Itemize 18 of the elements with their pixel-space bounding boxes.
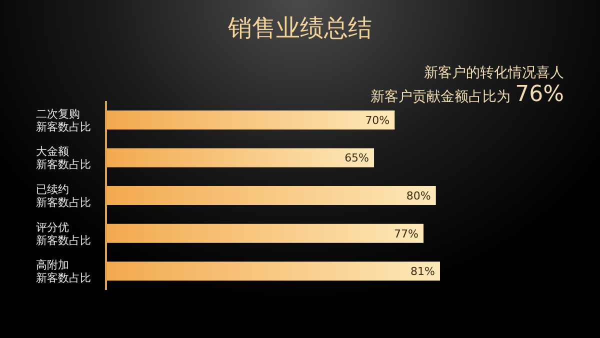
y-tick-label: 高附加新客数占比 (36, 258, 91, 285)
text: 新客户的转化情况喜人 (424, 65, 564, 81)
chart-title: 销售业绩总结 (227, 13, 373, 44)
bar (106, 224, 424, 243)
bar (106, 110, 395, 130)
data-label: 77% (394, 227, 419, 240)
data-label: 81% (410, 265, 435, 278)
y-tick-label: 评分优新客数占比 (36, 220, 91, 247)
bar (106, 148, 374, 168)
data-label: 65% (344, 152, 370, 165)
data-label: 80% (406, 189, 431, 202)
bar (106, 186, 436, 206)
annotation: 新客户贡献金额占比为 76% (370, 82, 564, 107)
y-tick-label: 大金额新客数占比 (36, 145, 91, 172)
data-label: 70% (365, 114, 390, 127)
bar (106, 262, 440, 281)
y-tick-label: 已续约新客数占比 (36, 183, 91, 209)
y-tick-label: 二次复购新客数占比 (36, 107, 91, 134)
